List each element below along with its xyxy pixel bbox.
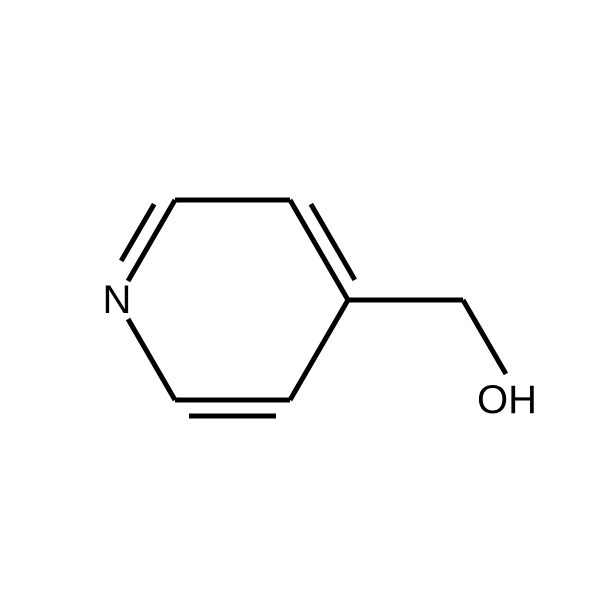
bond-line [121, 204, 154, 261]
bond-line [128, 319, 175, 400]
bond-line [463, 300, 506, 374]
bond-line [311, 204, 355, 280]
bond-line [290, 300, 348, 400]
chemical-structure-diagram: N OH [0, 0, 600, 600]
atom-label-n: N [103, 278, 132, 322]
atom-label-o: OH [477, 378, 537, 422]
